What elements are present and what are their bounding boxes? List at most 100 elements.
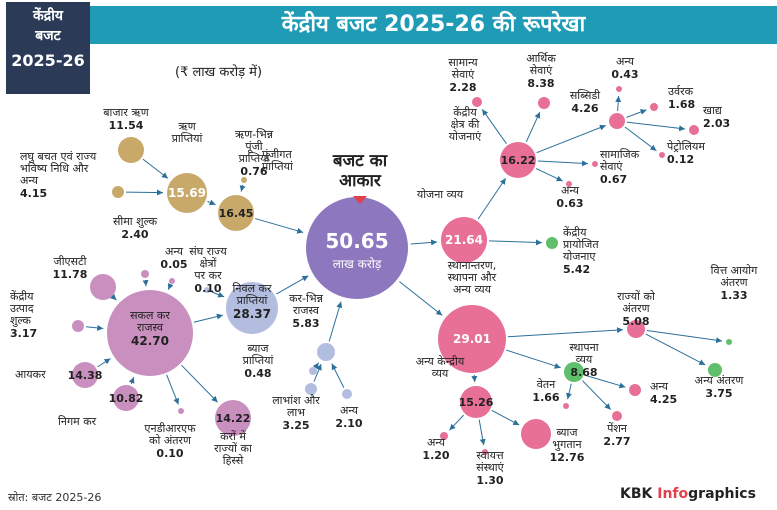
other_tax-value: 0.05 (160, 258, 187, 271)
interest_pay-label-0: ब्याज (556, 426, 578, 439)
edge-establishment-salary (566, 383, 572, 400)
social_services-label-1: सेवाएं (600, 160, 623, 173)
badge-line2: बजट (35, 28, 61, 44)
node-debt_receipts (167, 173, 207, 213)
edge-subsidy-other_sub (615, 95, 622, 112)
node-other_cs (566, 181, 572, 187)
scheme_exp-label-0: योजना व्यय (417, 188, 464, 201)
node-establishment (564, 362, 584, 382)
css-label-0: केंद्रीय (563, 226, 587, 239)
capital_receipts-label-1: प्राप्तियां (262, 160, 293, 173)
subsidy-value: 4.26 (571, 102, 598, 115)
establishment_exp-value: 29.01 (453, 332, 491, 346)
income_tax-label-0: आयकर (15, 368, 46, 381)
node-subsidy (609, 113, 625, 129)
non_debt-label-0: ऋण-भिन्न (235, 128, 274, 141)
petroleum-label-0: पेट्रोलियम (667, 140, 705, 153)
source-note: स्रोत: बजट 2025-26 (8, 491, 102, 504)
non_tax-value: 5.83 (292, 317, 319, 330)
node-css (546, 237, 558, 249)
node-excise (72, 320, 84, 332)
edge-non_debt-capital_receipts (239, 184, 246, 192)
badge-line1: केंद्रीय (33, 8, 63, 24)
edge-gross_tax-states_share (181, 364, 218, 403)
brand-prefix: KBK (620, 486, 658, 502)
edge-transfers_states-fc_transfer (646, 330, 723, 344)
debt_receipts-value: 15.69 (168, 186, 206, 200)
edge-interest_rec-non_tax (312, 362, 320, 370)
node-general_services (472, 97, 482, 107)
css-label-1: प्रायोजित (563, 238, 599, 251)
non_debt-label-2: प्राप्तियां (239, 152, 270, 165)
edge-establishment-pension (582, 380, 612, 410)
brand-logo: KBK Infographics (620, 486, 756, 502)
edge-scheme_exp-css (488, 239, 543, 246)
node-pension (612, 411, 622, 421)
market_loans-value: 11.54 (109, 119, 144, 132)
customs-label-0: सीमा शुल्क (113, 215, 158, 228)
node-economic_services (538, 97, 550, 109)
edge-market_loans-debt_receipts (142, 158, 169, 179)
ut_tax-label-1: क्षेत्रों (200, 257, 217, 270)
node-scheme_exp (441, 217, 487, 263)
states_share-label-0: करों में (220, 430, 246, 443)
edge-other_tax-gross_tax (167, 283, 174, 290)
social_services-value: 0.67 (600, 173, 627, 186)
center-value: 50.65 (325, 229, 388, 253)
economic_services-label-0: आर्थिक (526, 52, 556, 65)
fc_transfer-value: 1.33 (720, 289, 747, 302)
node-salary (563, 403, 569, 409)
node-net_tax (226, 282, 278, 334)
edge-excise-gross_tax (85, 324, 104, 331)
brand-suffix: graphics (688, 486, 756, 502)
edge-gross_tax-ndrf (166, 374, 179, 405)
gross_tax-label-1: राजस्व (137, 321, 164, 334)
node-fc_transfer (726, 339, 732, 345)
node-petroleum (659, 152, 665, 158)
edge-income_tax-gross_tax (97, 358, 111, 368)
economic_services-label-1: सेवाएं (530, 64, 553, 77)
salary-label-0: वेतन (537, 378, 556, 391)
interest_pay-label-1: भुगतान (552, 438, 582, 451)
edge-customs-gross_tax (142, 279, 149, 287)
general_services-value: 2.28 (449, 81, 476, 94)
dividends-label-0: लाभांश और (272, 394, 320, 407)
node-social_services (592, 161, 598, 167)
small_savings-value: 4.15 (20, 187, 47, 200)
non_tax-label-1: राजस्व (293, 304, 320, 317)
node-non_tax (317, 343, 335, 361)
pension-label-0: पेंशन (607, 422, 628, 435)
other_sub-label-0: अन्य (616, 55, 635, 68)
income_tax-value: 14.38 (68, 369, 103, 382)
edge-establishment_exp-establishment (506, 349, 561, 369)
excise-label-2: शुल्क (10, 314, 31, 327)
node-other_oc (440, 432, 448, 440)
net_tax-value: 28.37 (233, 307, 271, 321)
edge-gst-gross_tax (110, 293, 117, 301)
edge-central_schemes-subsidy (536, 124, 607, 154)
edge-dividends-non_tax (313, 363, 322, 382)
other_transfer-label-0: अन्य अंतरण (695, 374, 745, 387)
edge-other_central-other_oc (449, 414, 465, 431)
debt_receipts-label-0: ऋण (178, 120, 196, 133)
edge-other_central-autonomous (478, 419, 486, 446)
brand-accent: Info (657, 486, 689, 502)
node-corp_tax (113, 385, 139, 411)
node-central_schemes (500, 142, 536, 178)
node-autonomous (482, 449, 488, 455)
other_tax-label-0: अन्य (165, 245, 184, 258)
net_tax-label-0: निवल कर (233, 282, 272, 295)
edge-non_tax-center (328, 301, 343, 342)
edge-gross_tax-net_tax (193, 313, 223, 323)
node-income_tax (72, 362, 98, 388)
budget-size-label-2: आकार (339, 171, 382, 191)
capital_receipts-label-0: पूंजीगत (262, 148, 292, 162)
food-value: 2.03 (703, 117, 730, 130)
gst-value: 11.78 (53, 268, 88, 281)
other_transfer-value: 3.75 (705, 387, 732, 400)
establishment_exp-label-1: स्थापना और (448, 271, 497, 284)
central_schemes-label-1: क्षेत्र की (451, 118, 480, 131)
edge-central_schemes-other_cs (535, 168, 563, 182)
